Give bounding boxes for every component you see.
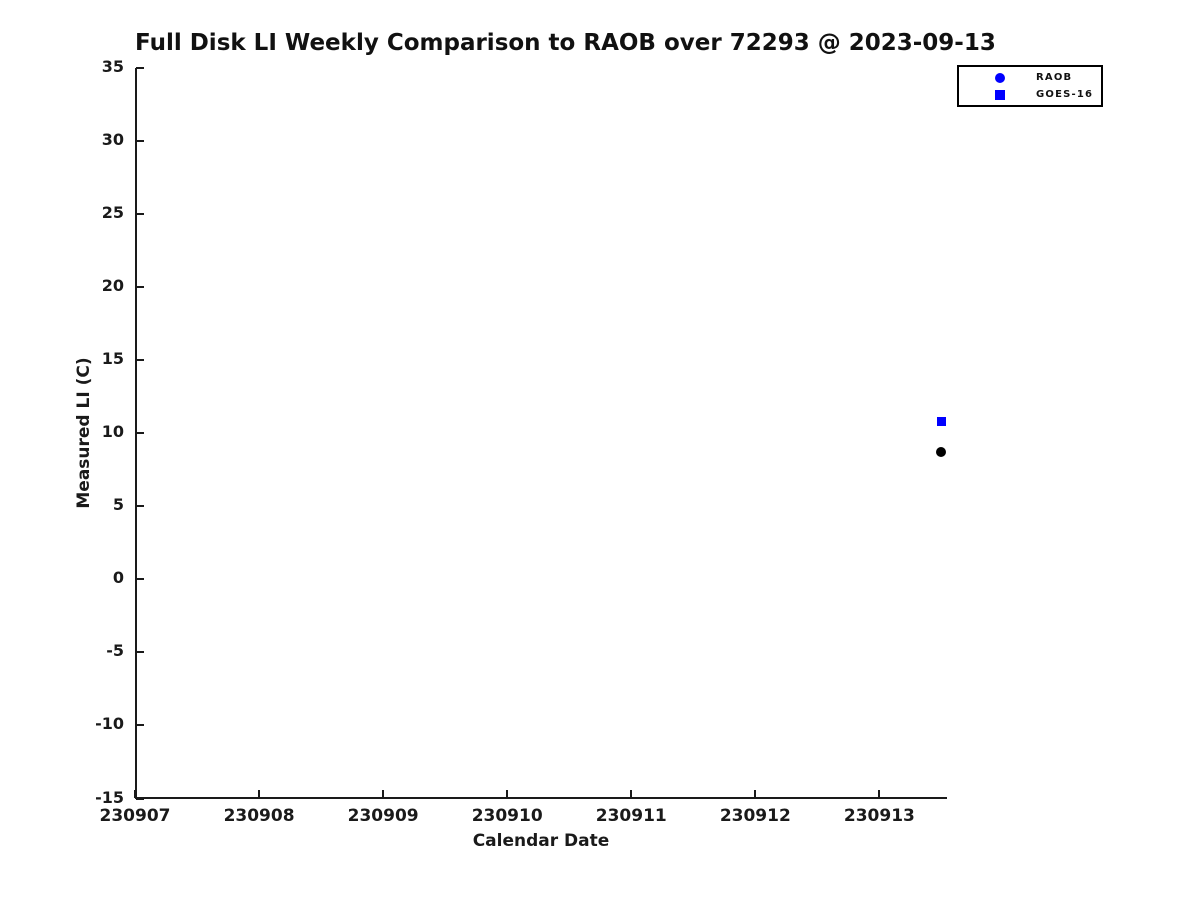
- y-tick-label: 5: [112, 495, 124, 515]
- y-tick-label: -15: [95, 787, 124, 807]
- y-tick-label: 25: [101, 203, 124, 223]
- x-tick-label: 230910: [471, 806, 543, 826]
- raob-circle-marker-icon: [995, 72, 1005, 83]
- x-tick: [878, 790, 881, 798]
- x-tick-label: 230911: [595, 806, 667, 826]
- y-tick-label: 15: [101, 349, 124, 369]
- data-point-raob: [936, 447, 947, 458]
- x-tick-label: 230909: [347, 806, 419, 826]
- y-tick-label: 30: [101, 130, 124, 150]
- chart-title: Full Disk LI Weekly Comparison to RAOB o…: [135, 30, 996, 56]
- y-tick: [136, 67, 144, 69]
- x-tick: [382, 790, 385, 798]
- y-tick: [136, 359, 144, 362]
- y-tick: [136, 505, 144, 508]
- y-tick: [136, 140, 144, 143]
- x-tick-label: 230908: [223, 806, 295, 826]
- x-tick-label: 230913: [843, 806, 915, 826]
- y-tick: [136, 578, 144, 581]
- y-tick: [136, 651, 144, 654]
- legend-label-goes-16: GOES-16: [1036, 89, 1094, 100]
- y-tick-label: -10: [95, 714, 124, 734]
- x-tick: [754, 790, 757, 798]
- y-tick: [136, 797, 144, 800]
- y-tick-label: 0: [112, 568, 124, 588]
- y-tick: [136, 213, 144, 216]
- x-tick-label: 230912: [719, 806, 791, 826]
- legend-label-raob: RAOB: [1036, 72, 1073, 83]
- data-point-goes-16: [936, 417, 946, 427]
- y-tick-label: 35: [101, 57, 124, 76]
- legend: RAOB GOES-16: [957, 65, 1103, 107]
- x-tick: [134, 790, 136, 798]
- x-tick-label: 230907: [99, 806, 171, 826]
- y-tick: [136, 286, 144, 289]
- y-tick: [136, 432, 144, 435]
- y-tick: [136, 724, 144, 727]
- goes-16-square-marker-icon: [995, 89, 1005, 100]
- x-axis-label: Calendar Date: [472, 831, 610, 851]
- x-tick: [630, 790, 633, 798]
- legend-item-raob: RAOB: [959, 71, 1101, 85]
- plot-area: [135, 68, 947, 799]
- y-tick-label: -5: [106, 641, 124, 661]
- x-tick: [258, 790, 261, 798]
- y-tick-label: 10: [101, 422, 124, 442]
- y-tick-label: 20: [101, 276, 124, 296]
- legend-item-goes-16: GOES-16: [959, 88, 1101, 102]
- x-tick: [506, 790, 509, 798]
